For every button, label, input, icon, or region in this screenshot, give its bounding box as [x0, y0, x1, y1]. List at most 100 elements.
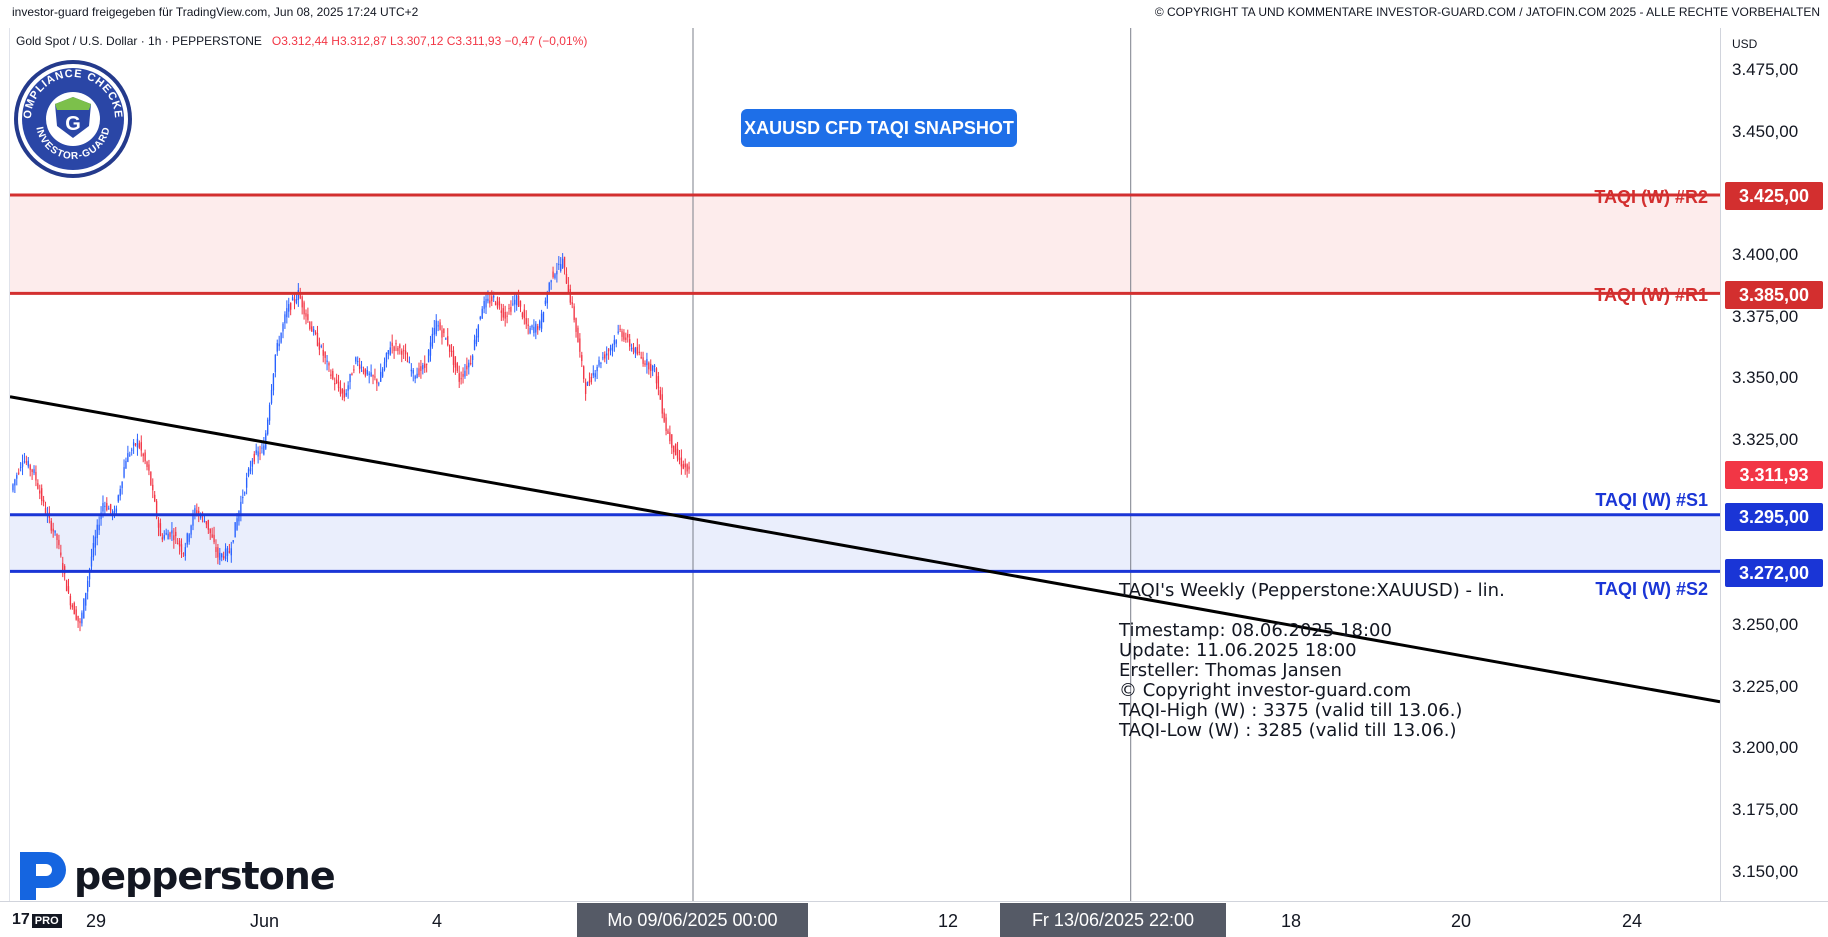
candle	[65, 580, 68, 592]
candle	[665, 417, 667, 431]
candle	[242, 497, 244, 499]
candle	[565, 273, 568, 284]
candle	[104, 505, 106, 507]
candle	[408, 362, 411, 364]
candle	[387, 350, 390, 355]
candle	[353, 369, 355, 371]
candle	[468, 362, 470, 368]
candle	[289, 303, 292, 310]
candle	[640, 356, 642, 358]
candle	[427, 349, 430, 363]
candle	[514, 299, 516, 305]
candle	[268, 404, 271, 421]
candle	[657, 376, 660, 389]
symbol-label[interactable]: Gold Spot / U.S. Dollar · 1h · PEPPERSTO…	[16, 34, 262, 48]
candle	[414, 376, 416, 379]
candle	[642, 357, 644, 364]
candle	[291, 297, 294, 301]
candle	[131, 449, 133, 451]
candle	[85, 592, 87, 606]
snapshot-button[interactable]: XAUUSD CFD TAQI SNAPSHOT	[741, 109, 1017, 147]
candle	[134, 443, 137, 445]
candle	[544, 300, 547, 305]
candle	[198, 510, 200, 515]
candle	[16, 475, 18, 479]
candle	[182, 553, 185, 555]
candle	[470, 363, 472, 365]
candle	[165, 532, 167, 535]
candle	[628, 339, 631, 347]
tradingview-logo[interactable]: 17 PRO	[12, 911, 62, 929]
candle	[73, 602, 75, 615]
candle	[554, 274, 556, 279]
candle	[487, 298, 489, 302]
candle	[309, 322, 311, 330]
candle	[261, 447, 263, 449]
candle	[638, 351, 640, 353]
pepperstone-icon	[20, 852, 66, 900]
candle	[159, 523, 162, 536]
candle	[517, 295, 520, 307]
price-tick: 3.400,00	[1732, 245, 1799, 264]
candle	[632, 347, 635, 352]
candle	[96, 524, 98, 539]
candle	[644, 363, 646, 365]
candle	[688, 466, 690, 470]
candle	[81, 612, 83, 624]
candle	[267, 419, 269, 435]
candle	[50, 520, 52, 531]
tradingview-icon: 17	[12, 911, 30, 928]
candle	[606, 353, 608, 356]
candle	[334, 383, 336, 385]
price-tick: 3.450,00	[1732, 122, 1799, 141]
candle	[293, 299, 296, 302]
candle	[23, 461, 26, 463]
candle	[328, 362, 330, 366]
candle	[259, 452, 261, 454]
candle	[106, 502, 108, 511]
candle	[312, 329, 315, 333]
candle	[67, 586, 70, 593]
candle	[366, 370, 368, 375]
candle	[537, 326, 539, 330]
candle	[506, 315, 508, 317]
candle	[326, 360, 328, 363]
candle	[21, 462, 24, 467]
ohlc-low: L3.307,12	[390, 34, 444, 48]
candle	[205, 521, 208, 525]
price-tick: 3.250,00	[1732, 615, 1799, 634]
candle	[573, 306, 575, 320]
candle	[142, 453, 144, 457]
candle	[577, 327, 579, 343]
candle	[284, 314, 286, 324]
candle	[347, 385, 349, 391]
shared-by-text: investor-guard freigegeben für TradingVi…	[12, 5, 419, 19]
candle	[44, 508, 47, 515]
candle	[422, 365, 424, 370]
candle	[412, 370, 414, 374]
time-tick: Jun	[250, 911, 280, 931]
level-price-s2: 3.272,00	[1725, 559, 1823, 587]
time-tick: 4	[432, 911, 443, 931]
info-line: © Copyright investor-guard.com	[1119, 680, 1412, 701]
candle	[217, 547, 219, 558]
candle	[355, 357, 357, 362]
candle	[29, 465, 31, 470]
price-axis-border	[1720, 28, 1721, 901]
candle	[381, 369, 384, 377]
candle	[560, 264, 562, 271]
candle	[452, 350, 455, 365]
candle	[433, 327, 435, 335]
candle	[98, 524, 100, 531]
candle	[35, 471, 37, 481]
candle	[458, 373, 460, 382]
candle	[41, 488, 43, 501]
candle	[678, 458, 681, 460]
candle	[83, 598, 85, 619]
candle	[508, 308, 510, 310]
candle	[462, 373, 464, 377]
candle	[416, 373, 418, 379]
candle	[552, 271, 554, 278]
candle	[31, 469, 33, 472]
